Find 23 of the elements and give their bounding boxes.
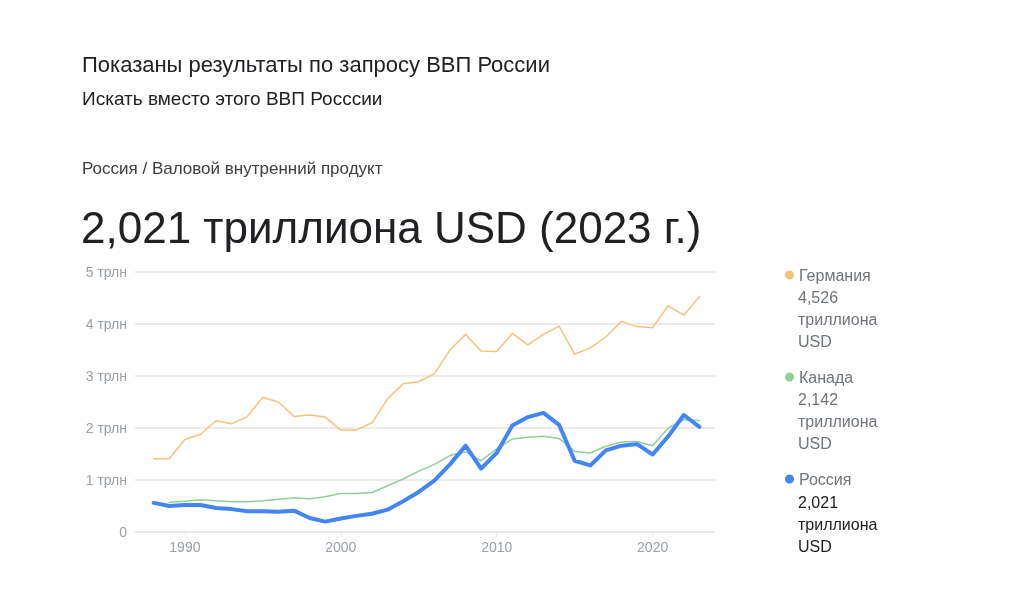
text: Показаны результаты по запросу ВВП России (82, 51, 550, 77)
y-tick-label: 0 (119, 524, 128, 540)
y-tick-label: 1 трлн (85, 472, 127, 488)
y-tick-label: 3 трлн (85, 368, 127, 384)
x-tick-label: 2020 (637, 539, 669, 555)
text: 4,526 триллиона USD (798, 288, 882, 350)
line-series (152, 295, 701, 460)
chart-title: 2,021 триллиона USD (2023 г.) (81, 202, 702, 252)
y-tick-label: 5 трлн (85, 264, 127, 280)
line-series (151, 410, 702, 524)
x-tick-label: 2010 (481, 539, 513, 555)
text: 2,142 триллиона USD (798, 391, 882, 452)
x-tick-label: 2000 (325, 539, 357, 555)
legend-label: Россия (799, 470, 852, 488)
y-tick-label: 2 трлн (85, 420, 127, 436)
chart-subtitle: Россия / Валовой внутренний продукт (82, 159, 383, 178)
legend-label: Германия (799, 266, 871, 284)
text: Искать вместо этого ВВП Росссии (82, 88, 383, 109)
y-tick-label: 4 трлн (85, 316, 127, 332)
x-tick-label: 1990 (169, 539, 201, 555)
line-series (168, 418, 701, 504)
legend-label: Канада (799, 368, 854, 386)
text: 2,021 триллиона USD (798, 493, 882, 555)
